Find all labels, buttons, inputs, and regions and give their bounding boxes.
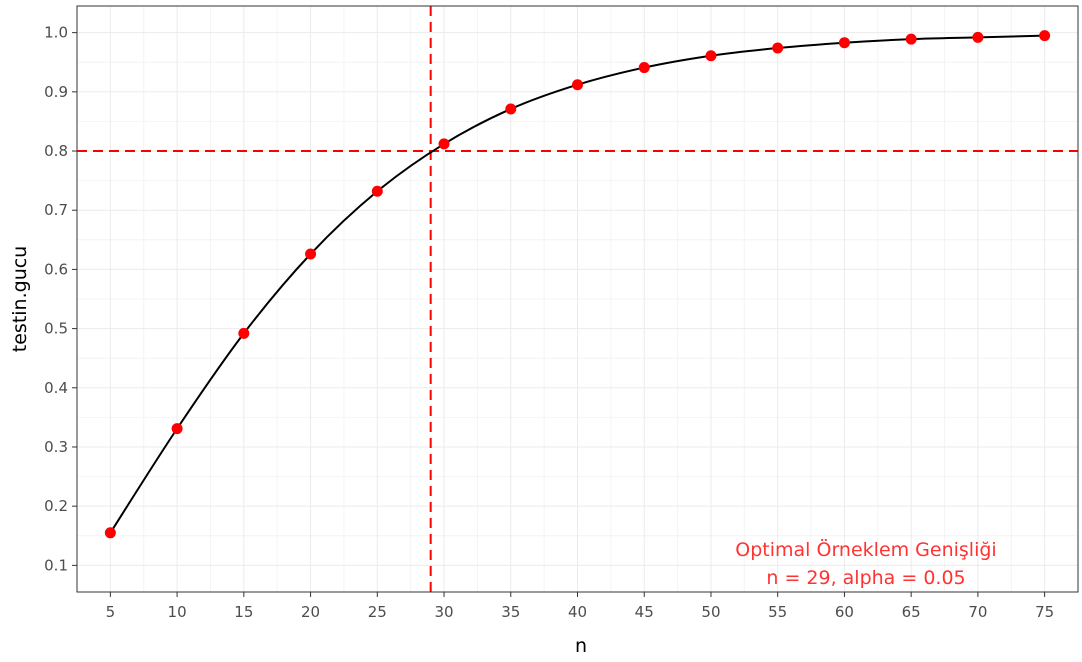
x-tick-label-75: 75 (1035, 603, 1054, 621)
data-point-n10 (171, 423, 183, 435)
y-axis-title: testin.gucu (9, 246, 31, 352)
data-point-n5 (104, 527, 116, 539)
y-axis-ticks: 0.1 0.2 0.3 0.4 0.5 0.6 0.7 0.8 0.9 1.0 (44, 24, 77, 574)
data-point-n65 (905, 33, 917, 45)
data-point-n25 (371, 185, 383, 197)
data-point-n45 (638, 62, 650, 74)
y-tick-label-0.2: 0.2 (44, 497, 68, 515)
series-group (104, 30, 1051, 539)
annotation: Optimal Örneklem Genişliği n = 29, alpha… (735, 538, 996, 589)
data-point-n50 (705, 50, 717, 62)
y-tick-label-0.5: 0.5 (44, 320, 68, 338)
x-tick-label-25: 25 (368, 603, 387, 621)
data-point-n70 (972, 31, 984, 43)
x-axis-title: n (575, 635, 587, 657)
data-point-n75 (1039, 30, 1051, 42)
x-tick-label-15: 15 (234, 603, 253, 621)
x-tick-label-60: 60 (835, 603, 854, 621)
x-tick-label-50: 50 (701, 603, 720, 621)
reference-lines (77, 6, 1078, 592)
y-tick-label-0.3: 0.3 (44, 438, 68, 456)
grid-lines (77, 6, 1078, 592)
y-tick-label-0.4: 0.4 (44, 379, 68, 397)
y-tick-label-0.9: 0.9 (44, 83, 68, 101)
x-tick-label-10: 10 (168, 603, 187, 621)
x-tick-label-40: 40 (568, 603, 587, 621)
x-tick-label-20: 20 (301, 603, 320, 621)
y-tick-label-1: 1.0 (44, 24, 68, 42)
data-point-n35 (505, 103, 517, 115)
data-point-n60 (838, 37, 850, 49)
data-point-n40 (572, 79, 583, 91)
data-point-n20 (305, 248, 317, 260)
y-tick-label-0.1: 0.1 (44, 556, 68, 574)
x-tick-label-55: 55 (768, 603, 787, 621)
y-tick-label-0.8: 0.8 (44, 142, 68, 160)
x-tick-label-5: 5 (106, 603, 116, 621)
data-point-n15 (238, 327, 250, 339)
annotation-line-1: Optimal Örneklem Genişliği (735, 538, 996, 561)
x-tick-label-45: 45 (635, 603, 654, 621)
x-axis-ticks: 5 10 15 20 25 30 35 40 45 50 55 60 65 70 75 (106, 592, 1054, 621)
x-tick-label-30: 30 (434, 603, 453, 621)
y-tick-label-0.7: 0.7 (44, 201, 68, 219)
x-tick-label-65: 65 (902, 603, 921, 621)
annotation-line-2: n = 29, alpha = 0.05 (766, 567, 965, 589)
x-tick-label-70: 70 (968, 603, 987, 621)
data-point-n55 (772, 42, 784, 54)
y-tick-label-0.6: 0.6 (44, 260, 68, 278)
data-point-n30 (438, 138, 450, 150)
x-tick-label-35: 35 (501, 603, 520, 621)
